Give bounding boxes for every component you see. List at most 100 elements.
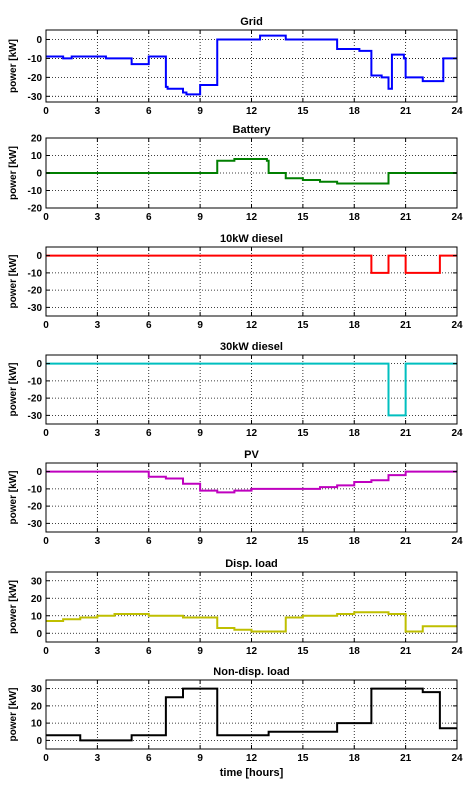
x-tick-label: 9 xyxy=(197,428,203,439)
x-tick-label: 21 xyxy=(400,536,412,547)
x-tick-label: 3 xyxy=(95,428,101,439)
plot-area xyxy=(46,680,457,749)
y-tick-label: 20 xyxy=(31,134,43,145)
y-tick-label: 0 xyxy=(36,35,42,46)
x-tick-label: 0 xyxy=(43,320,49,331)
x-tick-label: 18 xyxy=(349,320,361,331)
x-tick-label: 6 xyxy=(146,428,152,439)
x-tick-label: 15 xyxy=(297,106,309,117)
y-tick-label: -20 xyxy=(28,502,43,513)
subplot-title: Grid xyxy=(240,16,263,28)
x-tick-label: 0 xyxy=(43,753,49,764)
y-tick-label: -30 xyxy=(28,519,43,530)
x-tick-label: 0 xyxy=(43,106,49,117)
y-axis-label: power [kW] xyxy=(8,39,19,93)
subplot-title: 10kW diesel xyxy=(220,233,283,245)
subplot-title: PV xyxy=(244,449,259,461)
x-tick-label: 0 xyxy=(43,536,49,547)
x-tick-label: 6 xyxy=(146,536,152,547)
series-line-0 xyxy=(46,687,457,742)
y-axis-label: power [kW] xyxy=(8,363,19,417)
x-tick-label: 24 xyxy=(451,753,463,764)
series-line-0 xyxy=(46,158,457,185)
x-tick-label: 15 xyxy=(297,753,309,764)
y-axis-label: power [kW] xyxy=(8,255,19,309)
y-tick-label: 0 xyxy=(36,169,42,180)
x-tick-label: 24 xyxy=(451,428,463,439)
y-tick-label: 30 xyxy=(31,576,43,587)
x-tick-label: 18 xyxy=(349,428,361,439)
y-tick-label: 0 xyxy=(36,359,42,370)
x-tick-label: 6 xyxy=(146,320,152,331)
x-tick-label: 0 xyxy=(43,646,49,657)
plot-area xyxy=(46,247,457,316)
x-tick-label: 9 xyxy=(197,320,203,331)
y-tick-label: 10 xyxy=(31,151,43,162)
plot-area xyxy=(46,463,457,532)
x-tick-label: 12 xyxy=(246,536,258,547)
subplot-6: Non-disp. load 0 3 6 9 12 15 18 21 24 30 20 10 0 power… xyxy=(8,666,463,779)
y-tick-label: -20 xyxy=(28,73,43,84)
subplot-title: Disp. load xyxy=(225,558,278,570)
x-tick-label: 3 xyxy=(95,646,101,657)
subplot-title: Non-disp. load xyxy=(213,666,289,678)
y-tick-label: 0 xyxy=(36,251,42,262)
subplot-1: Battery 0 3 6 9 12 15 18 21 24 20 10 0 -10 -20 power [k… xyxy=(8,124,463,223)
x-tick-label: 6 xyxy=(146,212,152,223)
x-tick-label: 21 xyxy=(400,646,412,657)
x-tick-label: 12 xyxy=(246,106,258,117)
x-tick-label: 24 xyxy=(451,646,463,657)
x-tick-label: 3 xyxy=(95,753,101,764)
x-tick-label: 15 xyxy=(297,428,309,439)
x-tick-label: 18 xyxy=(349,212,361,223)
x-tick-label: 15 xyxy=(297,320,309,331)
x-tick-label: 21 xyxy=(400,320,412,331)
x-tick-label: 0 xyxy=(43,428,49,439)
y-tick-label: -30 xyxy=(28,303,43,314)
series-line-0 xyxy=(46,362,457,417)
x-tick-label: 21 xyxy=(400,106,412,117)
y-tick-label: 0 xyxy=(36,629,42,640)
x-tick-label: 3 xyxy=(95,536,101,547)
x-tick-label: 21 xyxy=(400,753,412,764)
x-tick-label: 12 xyxy=(246,646,258,657)
x-tick-label: 24 xyxy=(451,536,463,547)
x-tick-label: 12 xyxy=(246,320,258,331)
y-tick-label: -10 xyxy=(28,54,43,65)
y-tick-label: -10 xyxy=(28,268,43,279)
y-tick-label: 30 xyxy=(31,684,43,695)
y-tick-label: -30 xyxy=(28,92,43,103)
y-tick-label: 20 xyxy=(31,594,43,605)
y-axis-label: power [kW] xyxy=(8,580,19,634)
y-tick-label: 20 xyxy=(31,701,43,712)
plot-area xyxy=(46,355,457,424)
x-tick-label: 15 xyxy=(297,646,309,657)
x-tick-label: 24 xyxy=(451,320,463,331)
x-tick-label: 9 xyxy=(197,753,203,764)
x-tick-label: 24 xyxy=(451,106,463,117)
y-tick-label: -20 xyxy=(28,286,43,297)
x-tick-label: 9 xyxy=(197,536,203,547)
y-tick-label: -20 xyxy=(28,204,43,215)
y-tick-label: -30 xyxy=(28,411,43,422)
y-tick-label: 10 xyxy=(31,719,43,730)
x-tick-label: 21 xyxy=(400,212,412,223)
x-tick-label: 3 xyxy=(95,320,101,331)
y-axis-label: power [kW] xyxy=(8,688,19,742)
x-tick-label: 21 xyxy=(400,428,412,439)
y-tick-label: 0 xyxy=(36,467,42,478)
x-tick-label: 15 xyxy=(297,536,309,547)
series-line-0 xyxy=(46,34,457,96)
series-line-0 xyxy=(46,611,457,633)
x-tick-label: 12 xyxy=(246,212,258,223)
x-tick-label: 18 xyxy=(349,753,361,764)
x-tick-label: 6 xyxy=(146,106,152,117)
x-tick-label: 15 xyxy=(297,212,309,223)
x-tick-label: 12 xyxy=(246,753,258,764)
x-tick-label: 0 xyxy=(43,212,49,223)
y-tick-label: -10 xyxy=(28,484,43,495)
subplot-title: 30kW diesel xyxy=(220,341,283,353)
x-tick-label: 18 xyxy=(349,646,361,657)
subplot-3: 30kW diesel 0 3 6 9 12 15 18 21 24 0 -10 -20 -30 power… xyxy=(8,341,463,439)
x-tick-label: 18 xyxy=(349,536,361,547)
